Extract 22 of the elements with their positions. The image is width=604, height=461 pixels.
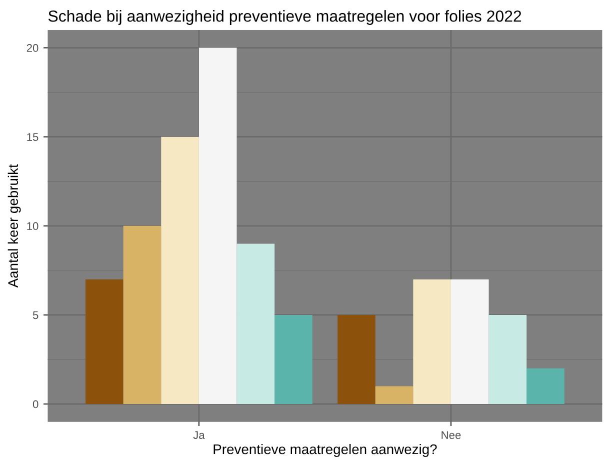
chart-title: Schade bij aanwezigheid preventieve maatregelen voor folies 2022 xyxy=(48,10,522,25)
bar xyxy=(274,314,312,404)
bar xyxy=(123,226,162,404)
x-tick-label: Ja xyxy=(193,431,205,440)
y-axis-title: Aantal keer gebruikt xyxy=(8,164,21,288)
bar xyxy=(413,279,451,404)
y-tick-label: 5 xyxy=(32,311,38,320)
bar xyxy=(488,314,527,404)
bar xyxy=(86,279,124,404)
y-tick-label: 20 xyxy=(26,44,38,52)
bar xyxy=(450,279,489,404)
y-tick-label: 0 xyxy=(32,400,38,408)
bar xyxy=(526,368,564,404)
bar xyxy=(236,244,275,404)
bar xyxy=(161,136,199,404)
bar xyxy=(338,314,376,404)
bar xyxy=(198,48,237,404)
bar xyxy=(375,386,414,404)
x-axis-title: Preventieve maatregelen aanwezig? xyxy=(214,444,437,457)
y-tick-label: 15 xyxy=(27,133,38,141)
x-tick-label: Nee xyxy=(442,431,461,440)
y-tick-label: 10 xyxy=(27,222,38,230)
